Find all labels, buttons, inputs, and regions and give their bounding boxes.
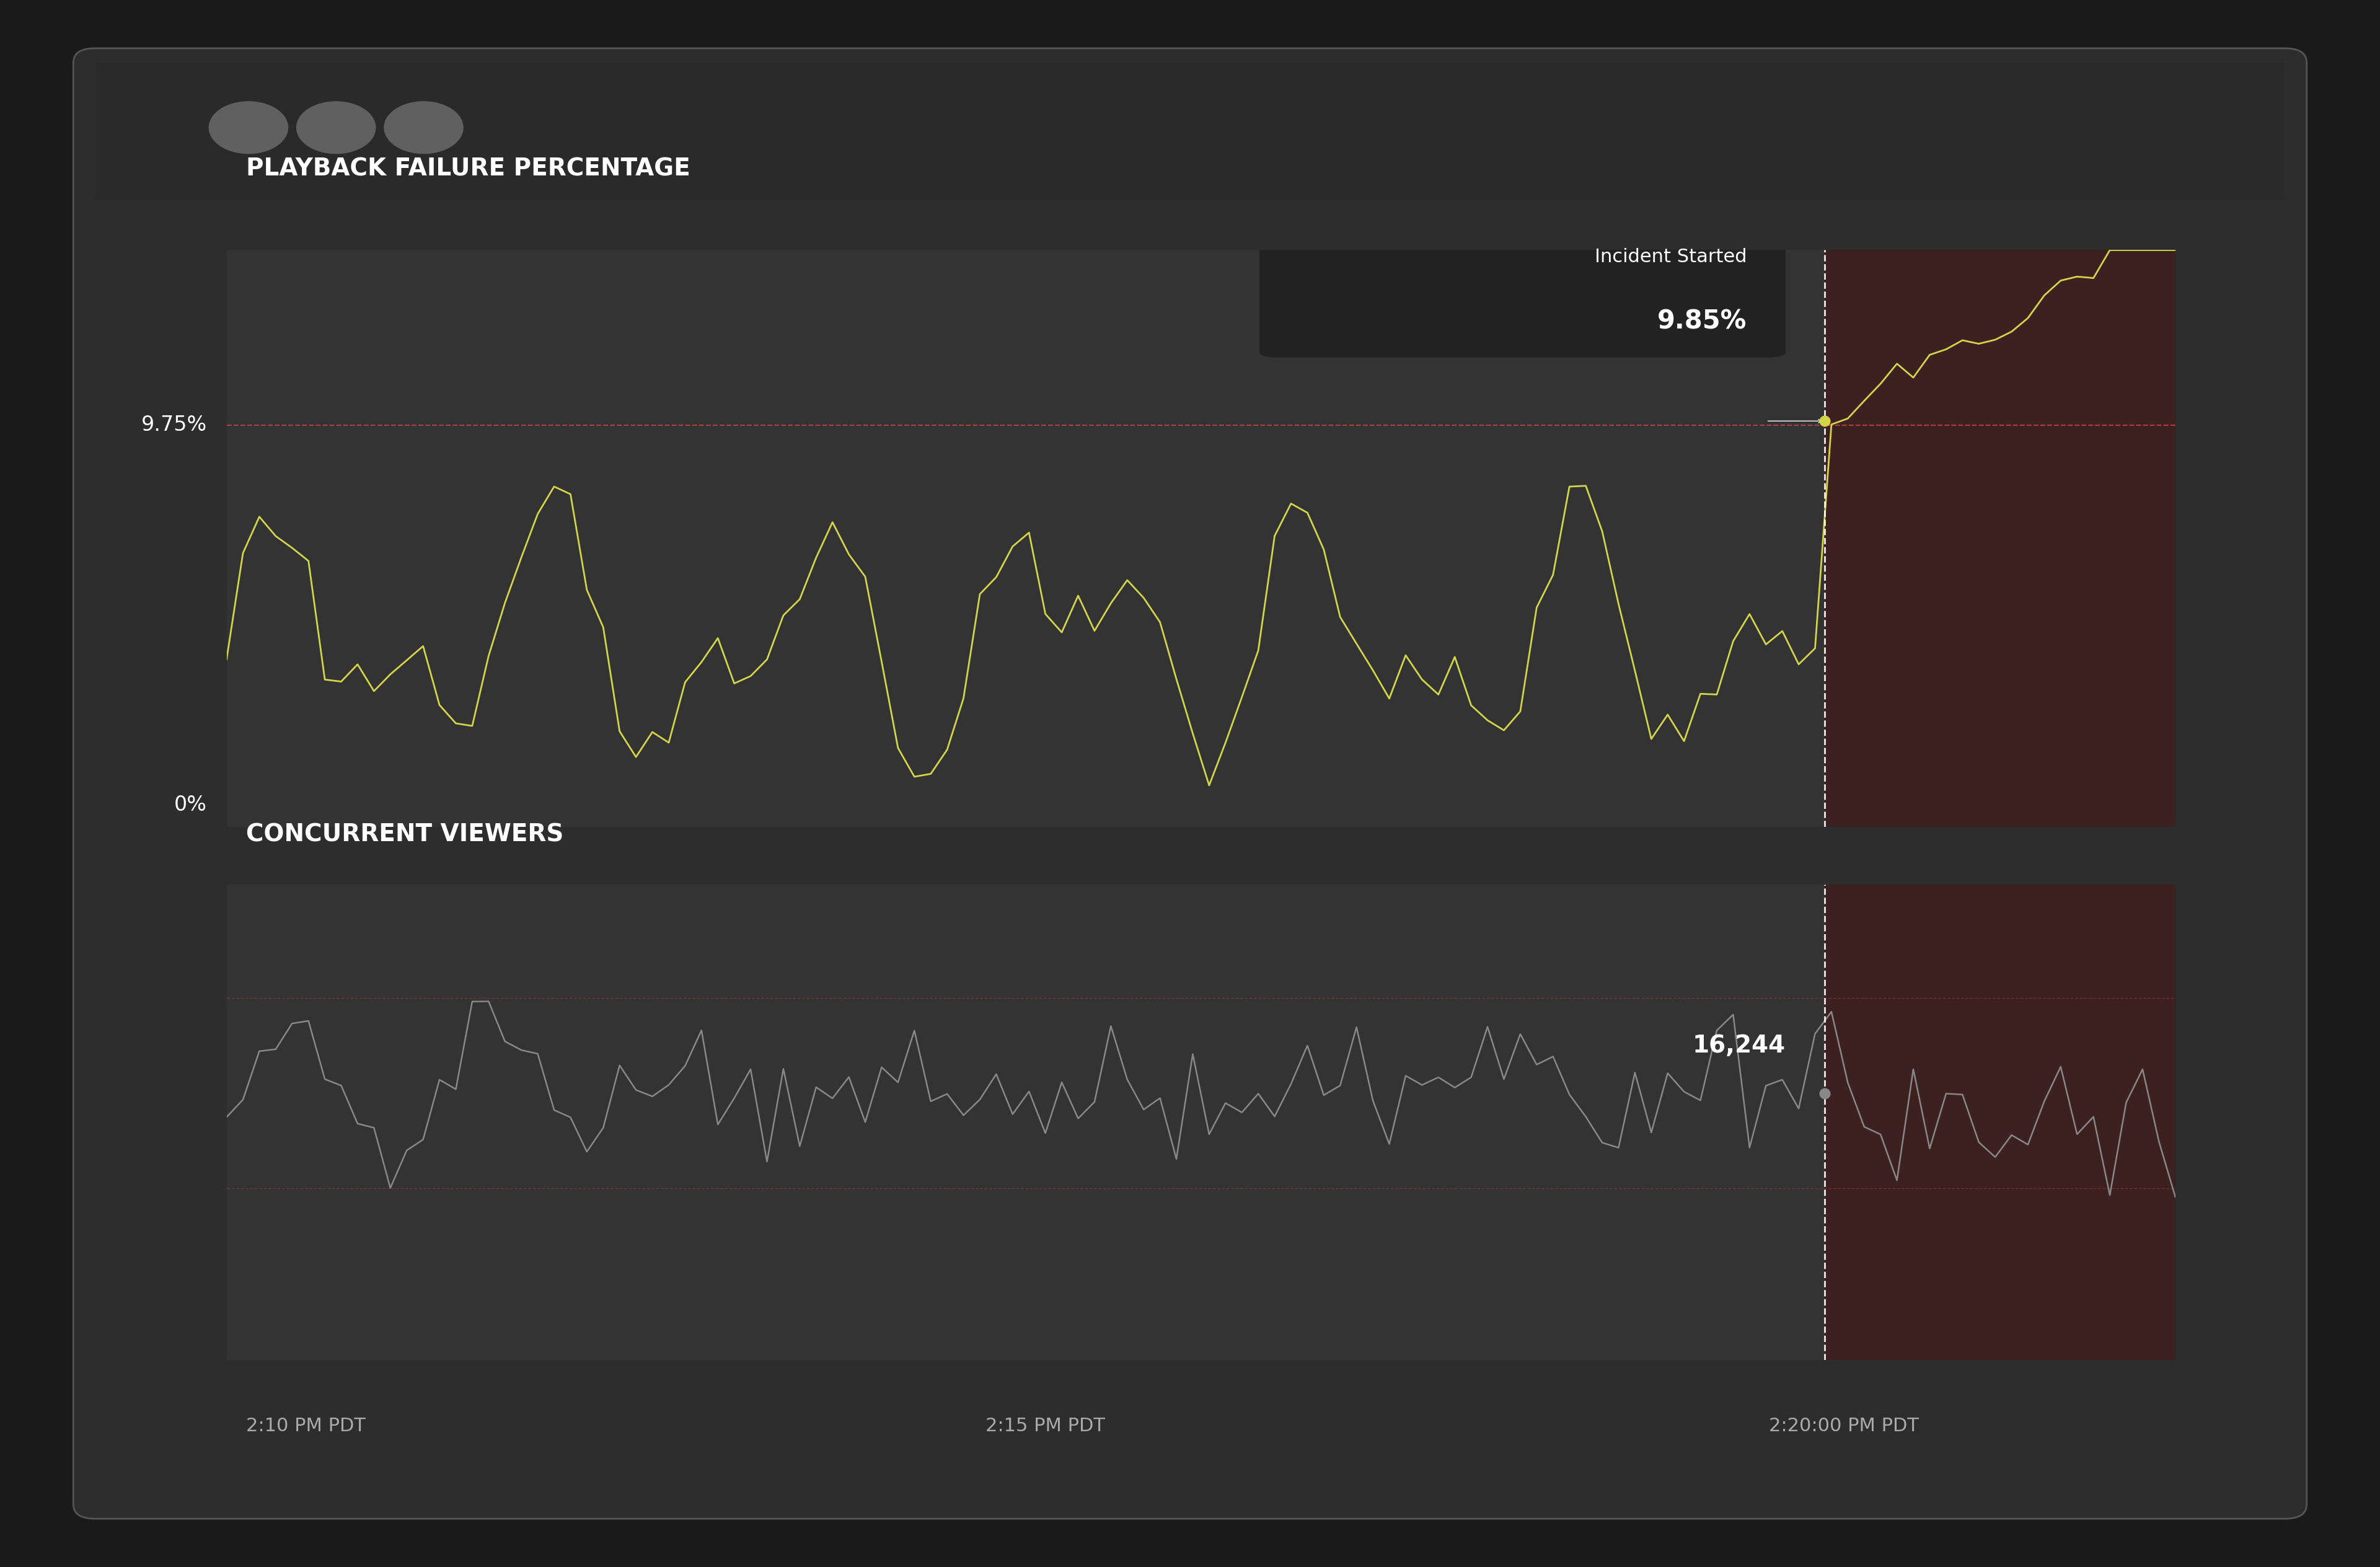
Text: 2:15 PM PDT: 2:15 PM PDT (985, 1417, 1104, 1435)
Text: 16,244: 16,244 (1692, 1034, 1785, 1058)
FancyBboxPatch shape (83, 55, 2297, 199)
Text: 2:20:00 PM PDT: 2:20:00 PM PDT (1768, 1417, 1918, 1435)
Bar (1825, 884, 2175, 1360)
Bar (1825, 251, 2175, 827)
Circle shape (383, 102, 464, 154)
Text: 0%: 0% (174, 794, 207, 815)
Text: CONCURRENT VIEWERS: CONCURRENT VIEWERS (245, 823, 564, 846)
Text: Incident Started: Incident Started (1595, 248, 1747, 266)
Text: 9.85%: 9.85% (1656, 309, 1747, 334)
FancyBboxPatch shape (74, 49, 2306, 1518)
Circle shape (298, 102, 376, 154)
Circle shape (209, 102, 288, 154)
Text: 2:10 PM PDT: 2:10 PM PDT (245, 1417, 367, 1435)
FancyBboxPatch shape (1259, 219, 1785, 357)
Text: PLAYBACK FAILURE PERCENTAGE: PLAYBACK FAILURE PERCENTAGE (245, 157, 690, 180)
Text: 9.75%: 9.75% (140, 415, 207, 436)
